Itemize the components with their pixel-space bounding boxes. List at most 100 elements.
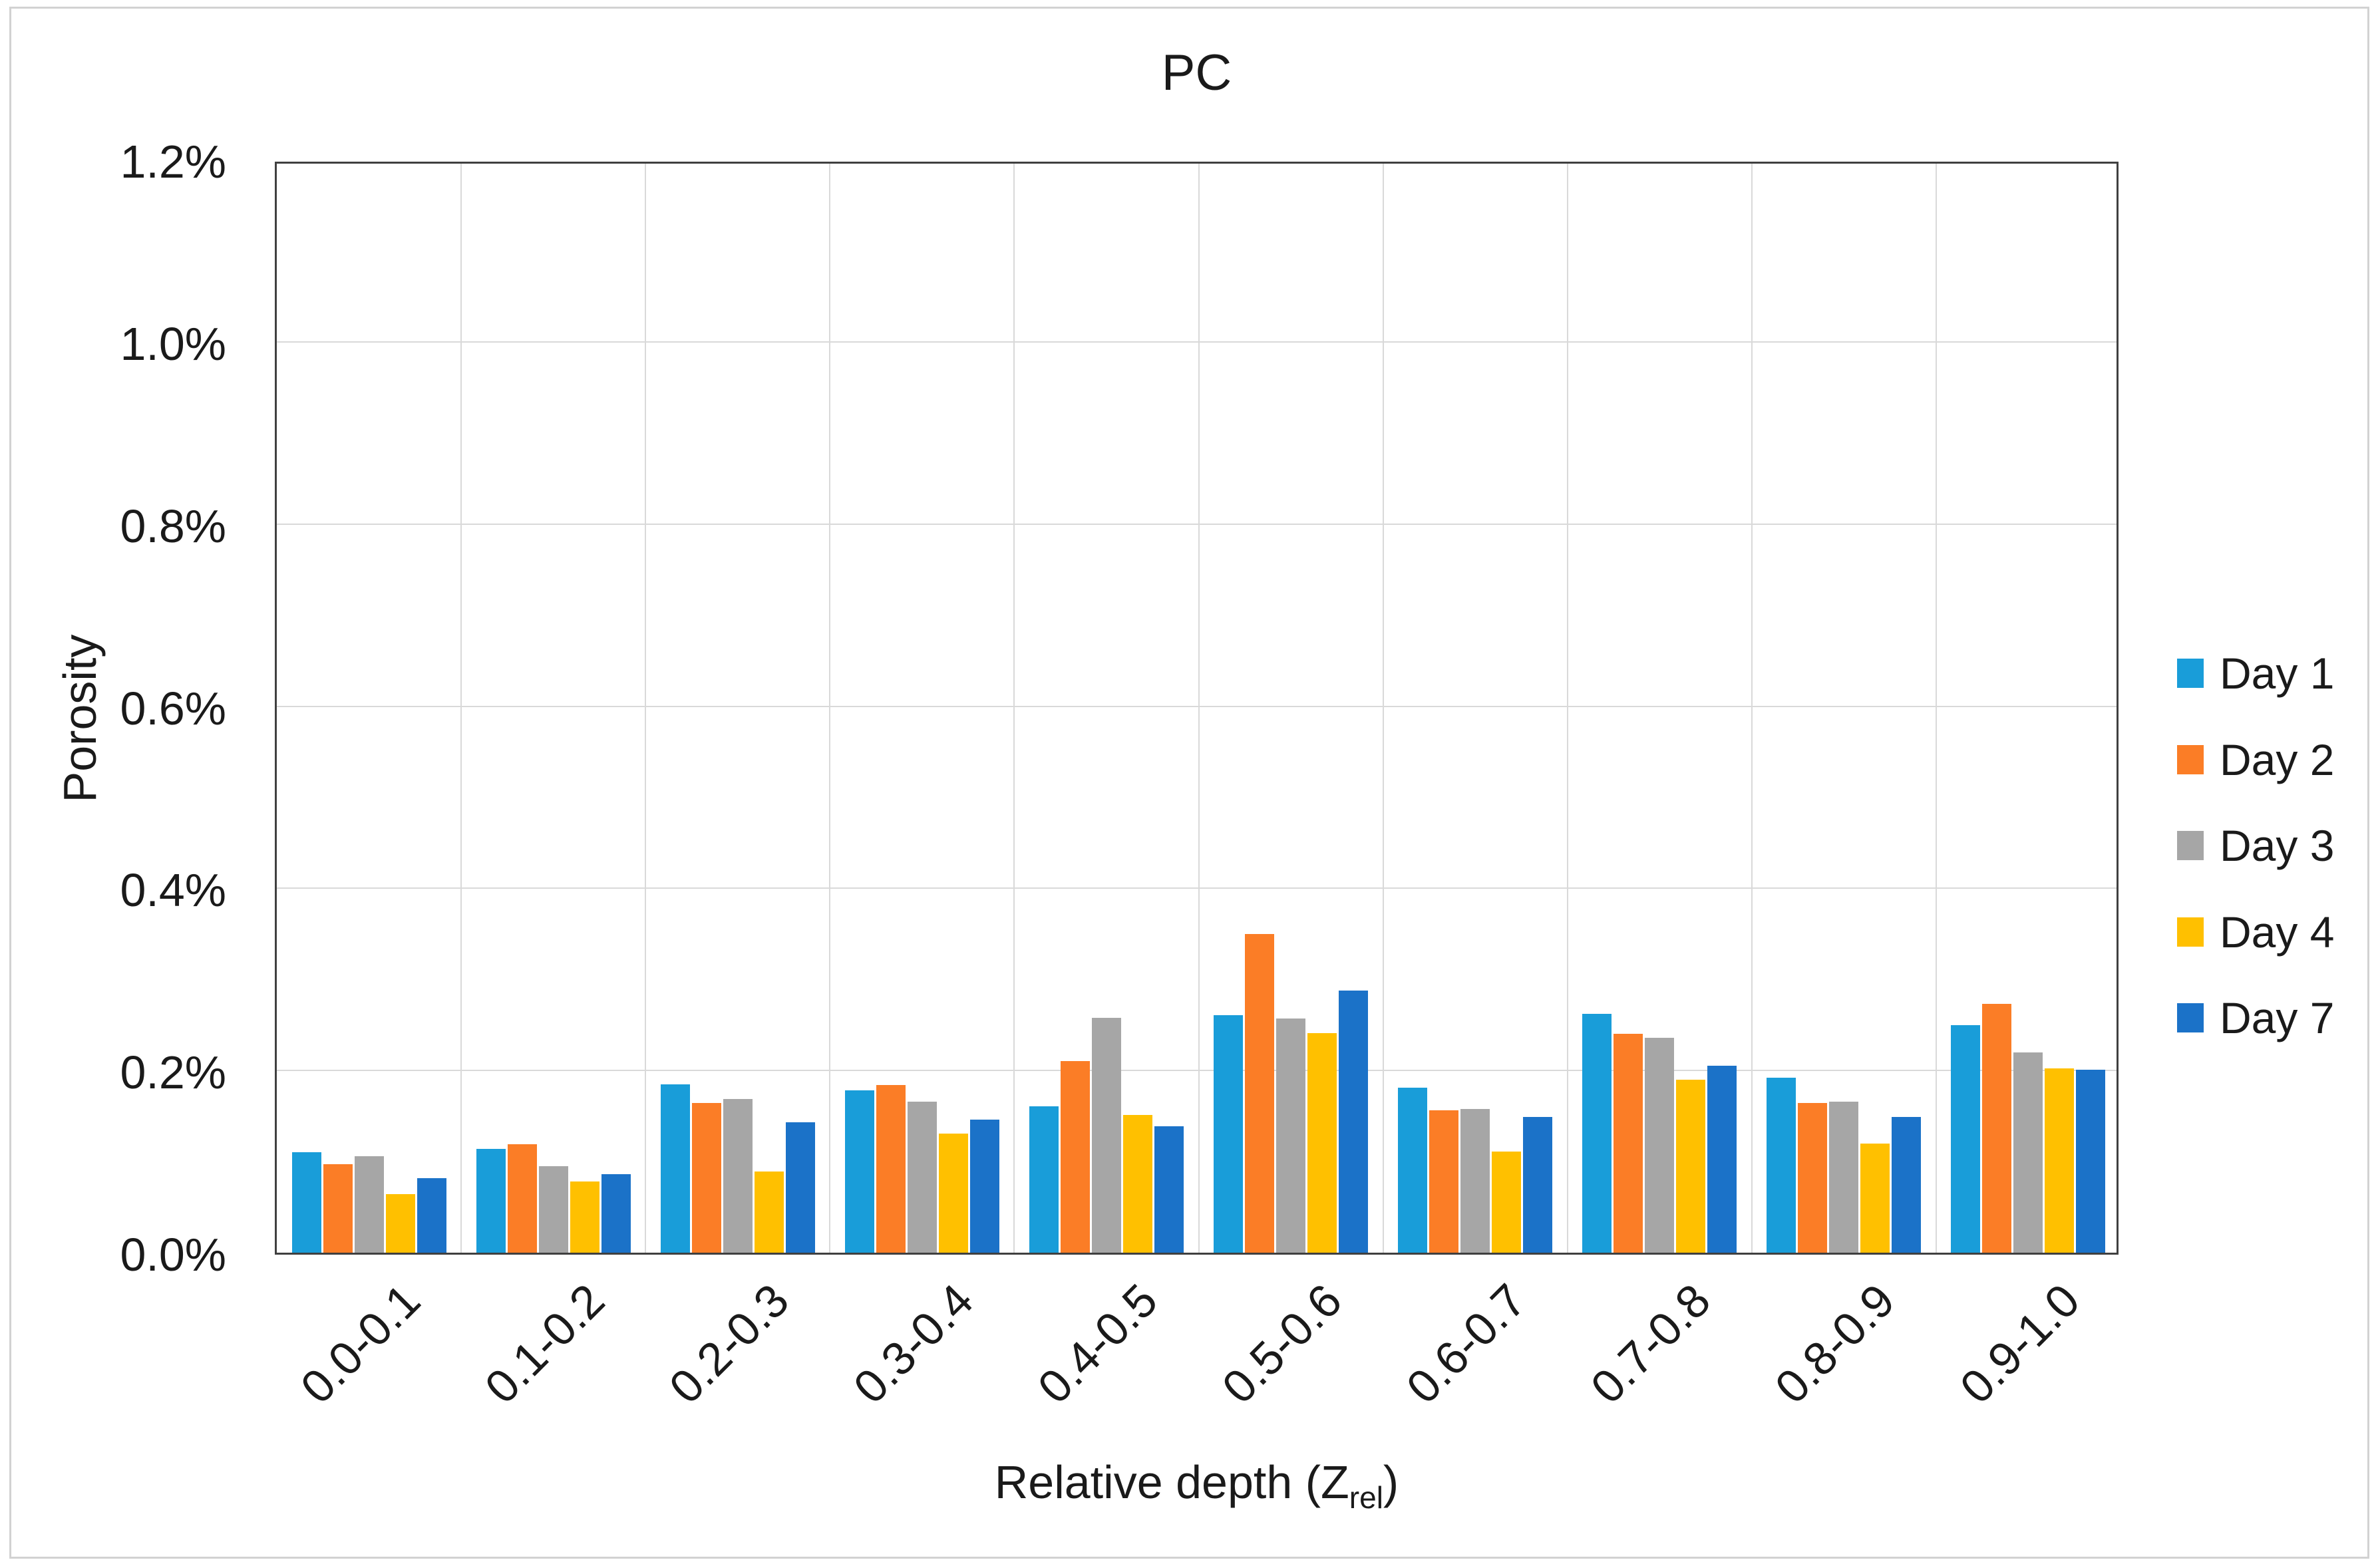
bar-day4-0.2-0.3 (754, 1172, 784, 1253)
gridline-horizontal (277, 1070, 2117, 1072)
bar-day2-0.3-0.4 (876, 1085, 906, 1253)
bar-day2-0.9-1.0 (1982, 1004, 2012, 1253)
bar-day2-0.6-0.7 (1429, 1110, 1459, 1253)
bar-day3-0.0-0.1 (354, 1156, 384, 1253)
y-tick-label: 1.0% (120, 317, 226, 370)
y-tick-label: 0.8% (120, 500, 226, 552)
x-axis-title-end: ) (1383, 1456, 1399, 1508)
bar-day1-0.0-0.1 (291, 1152, 321, 1253)
bar-day7-0.0-0.1 (417, 1177, 446, 1253)
gridline-vertical (1382, 164, 1384, 1253)
x-tick-label: 0.5-0.6 (1212, 1274, 1352, 1414)
x-tick-label: 0.6-0.7 (1397, 1274, 1536, 1414)
legend-swatch-icon (2177, 831, 2204, 860)
bar-day1-0.6-0.7 (1398, 1088, 1428, 1253)
bar-day7-0.7-0.8 (1707, 1066, 1737, 1253)
bar-day7-0.8-0.9 (1892, 1117, 1922, 1253)
bar-day3-0.3-0.4 (907, 1101, 937, 1253)
x-tick-label: 0.4-0.5 (1028, 1274, 1168, 1414)
chart-title: PC (1161, 45, 1232, 101)
bar-day1-0.4-0.5 (1029, 1106, 1059, 1253)
x-tick-label: 0.0-0.1 (290, 1274, 430, 1414)
x-tick-label: 0.1-0.2 (474, 1274, 614, 1414)
bar-day1-0.2-0.3 (660, 1084, 690, 1253)
gridline-horizontal (277, 341, 2117, 343)
y-tick-label: 0.4% (120, 864, 226, 917)
legend-item-day1: Day 1 (2177, 647, 2334, 700)
bar-day7-0.9-1.0 (2076, 1069, 2106, 1253)
bar-day7-0.2-0.3 (785, 1122, 815, 1253)
gridline-vertical (460, 164, 462, 1253)
bar-day3-0.2-0.3 (723, 1098, 753, 1253)
bar-day1-0.1-0.2 (476, 1148, 506, 1253)
bar-day1-0.9-1.0 (1951, 1024, 1981, 1253)
legend-item-day4: Day 4 (2177, 905, 2334, 959)
bar-day4-0.7-0.8 (1676, 1079, 1706, 1253)
bar-day4-0.0-0.1 (385, 1194, 415, 1253)
bar-day2-0.2-0.3 (691, 1103, 721, 1253)
legend-label: Day 3 (2220, 821, 2335, 870)
bar-day2-0.0-0.1 (323, 1164, 353, 1253)
x-tick-label: 0.8-0.9 (1765, 1274, 1905, 1414)
y-tick-label: 0.2% (120, 1046, 226, 1099)
bar-day3-0.7-0.8 (1645, 1037, 1675, 1253)
bar-day2-0.8-0.9 (1798, 1103, 1828, 1253)
legend-swatch-icon (2177, 1003, 2204, 1032)
legend-item-day2: Day 2 (2177, 733, 2334, 786)
legend-swatch-icon (2177, 659, 2204, 688)
gridline-vertical (1751, 164, 1753, 1253)
y-tick-label: 0.6% (120, 682, 226, 734)
y-tick-label: 1.2% (120, 136, 226, 188)
bar-day3-0.8-0.9 (1829, 1101, 1859, 1253)
x-axis-title-subscript: rel (1349, 1480, 1383, 1515)
gridline-horizontal (277, 523, 2117, 525)
gridline-vertical (645, 164, 647, 1253)
legend-swatch-icon (2177, 917, 2204, 947)
bar-day1-0.5-0.6 (1214, 1015, 1244, 1253)
bar-day3-0.6-0.7 (1460, 1108, 1490, 1253)
bar-day7-0.5-0.6 (1339, 990, 1369, 1253)
bar-day2-0.4-0.5 (1060, 1061, 1090, 1253)
gridline-vertical (1566, 164, 1568, 1253)
x-tick-label: 0.7-0.8 (1581, 1274, 1721, 1414)
x-tick-label: 0.2-0.3 (659, 1274, 799, 1414)
x-tick-label: 0.3-0.4 (843, 1274, 983, 1414)
bar-day7-0.6-0.7 (1523, 1117, 1553, 1253)
bar-day4-0.5-0.6 (1307, 1033, 1337, 1253)
bar-day4-0.1-0.2 (570, 1181, 599, 1253)
bar-day7-0.3-0.4 (969, 1120, 999, 1253)
x-tick-label: 0.9-1.0 (1950, 1274, 2089, 1414)
gridline-horizontal (277, 887, 2117, 889)
bar-day3-0.9-1.0 (2013, 1052, 2043, 1253)
bar-day4-0.8-0.9 (1860, 1143, 1890, 1253)
plot-area (275, 162, 2119, 1255)
legend-item-day7: Day 7 (2177, 991, 2334, 1044)
legend-swatch-icon (2177, 744, 2204, 774)
bar-day4-0.4-0.5 (1122, 1115, 1152, 1253)
bar-day3-0.1-0.2 (538, 1166, 568, 1253)
bar-day2-0.5-0.6 (1245, 933, 1275, 1253)
gridline-vertical (1198, 164, 1200, 1253)
y-tick-label: 0.0% (120, 1229, 226, 1281)
gridline-horizontal (277, 705, 2117, 707)
bar-day7-0.1-0.2 (601, 1174, 631, 1253)
bar-day1-0.3-0.4 (844, 1090, 874, 1253)
legend-item-day3: Day 3 (2177, 819, 2334, 872)
legend-label: Day 4 (2220, 907, 2335, 957)
bar-day3-0.5-0.6 (1276, 1019, 1306, 1253)
gridline-vertical (1935, 164, 1937, 1253)
bar-day4-0.9-1.0 (2045, 1068, 2075, 1253)
legend-label: Day 7 (2220, 993, 2335, 1042)
bar-day3-0.4-0.5 (1091, 1017, 1121, 1253)
legend-label: Day 2 (2220, 734, 2335, 784)
gridline-vertical (1013, 164, 1015, 1253)
bar-day4-0.6-0.7 (1492, 1152, 1522, 1253)
bar-day4-0.3-0.4 (938, 1133, 968, 1253)
bar-day1-0.7-0.8 (1582, 1014, 1612, 1253)
x-axis-title: Relative depth (Zrel) (275, 1454, 2119, 1513)
bar-day2-0.1-0.2 (507, 1144, 537, 1253)
bar-day2-0.7-0.8 (1614, 1034, 1643, 1253)
gridline-vertical (829, 164, 831, 1253)
x-axis-title-main: Relative depth (Z (994, 1456, 1349, 1508)
